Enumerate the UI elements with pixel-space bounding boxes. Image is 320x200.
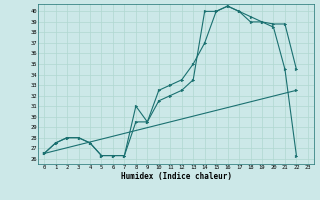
X-axis label: Humidex (Indice chaleur): Humidex (Indice chaleur) <box>121 172 231 181</box>
